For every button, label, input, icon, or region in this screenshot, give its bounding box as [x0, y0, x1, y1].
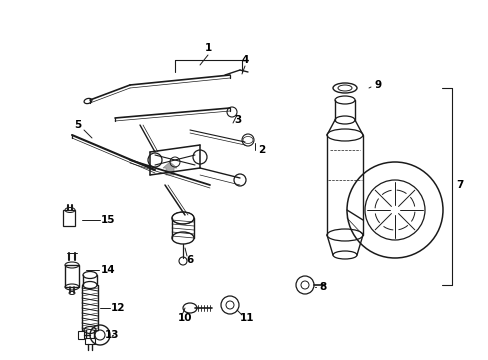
- Bar: [78, 331, 84, 339]
- Text: 12: 12: [110, 303, 125, 313]
- Text: 2: 2: [258, 145, 265, 155]
- Text: 10: 10: [177, 313, 192, 323]
- Text: 3: 3: [234, 115, 241, 125]
- Text: 1: 1: [204, 43, 211, 53]
- Text: 14: 14: [101, 265, 115, 275]
- Text: 13: 13: [104, 330, 119, 340]
- Text: 9: 9: [374, 80, 381, 90]
- Text: 5: 5: [74, 120, 81, 130]
- Text: 8: 8: [319, 282, 326, 292]
- Bar: [65, 265, 79, 287]
- Polygon shape: [163, 162, 177, 175]
- Text: 7: 7: [455, 180, 463, 190]
- Text: 11: 11: [239, 313, 254, 323]
- Text: 4: 4: [241, 55, 248, 65]
- Text: 15: 15: [101, 215, 115, 225]
- Bar: [63, 210, 75, 226]
- Bar: [85, 338, 95, 344]
- Text: 6: 6: [186, 255, 193, 265]
